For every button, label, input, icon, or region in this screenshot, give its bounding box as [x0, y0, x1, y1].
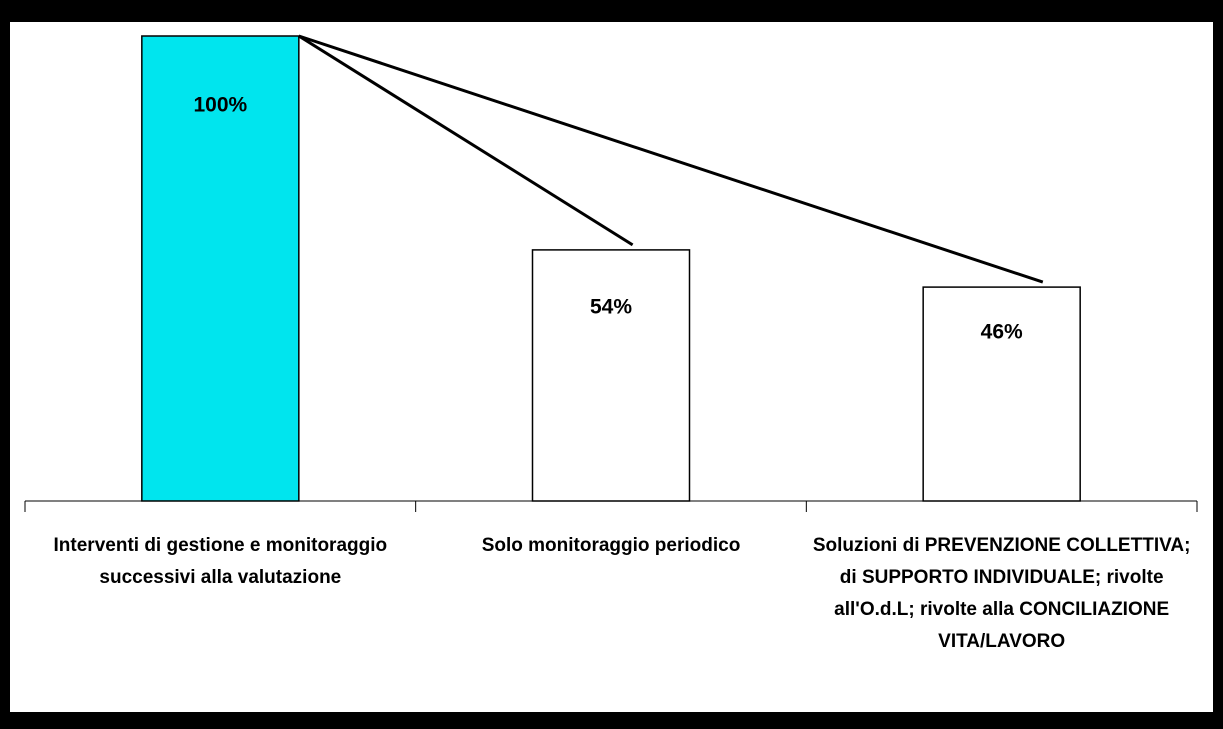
bar	[922, 286, 1081, 502]
connector-line	[298, 34, 634, 247]
x-tick-label: Soluzioni di PREVENZIONE COLLETTIVA; di …	[812, 535, 1191, 652]
x-tick-label-box: Solo monitoraggio periodico	[481, 535, 741, 556]
x-tick-label-box: Soluzioni di PREVENZIONE COLLETTIVA; di …	[812, 535, 1191, 652]
value-label: 100%	[193, 94, 247, 117]
value-label: 46%	[981, 321, 1023, 344]
connector-line	[298, 34, 1044, 284]
x-tick-label: Solo monitoraggio periodico	[481, 535, 741, 556]
x-tick-label: Interventi di gestione e monitoraggio su…	[53, 535, 388, 588]
x-tick-label-box: Interventi di gestione e monitoraggio su…	[53, 535, 388, 588]
value-label: 54%	[590, 295, 632, 318]
bar	[531, 249, 691, 502]
